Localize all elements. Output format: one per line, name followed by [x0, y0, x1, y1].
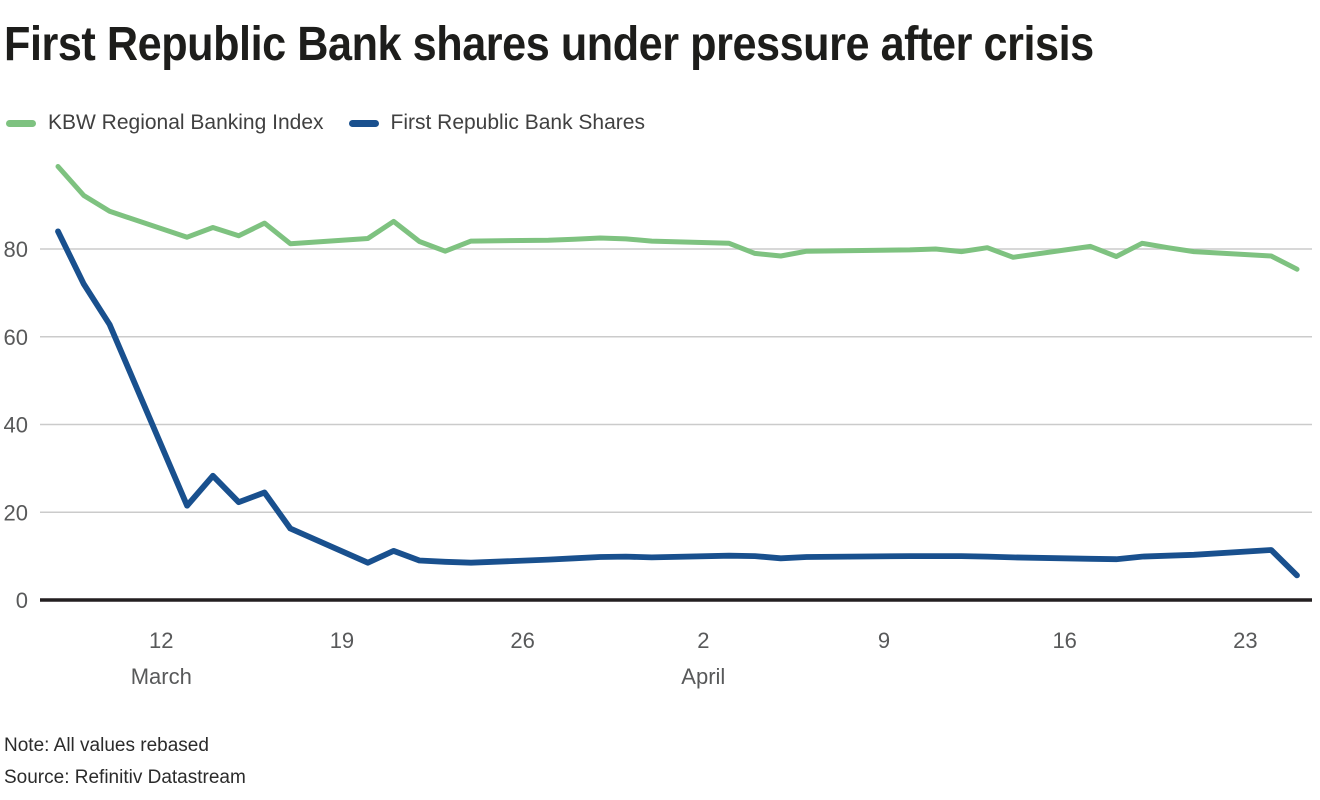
line-chart: 80 60 40 20 0 12 19 26 2 9 16 23 March April: [4, 164, 1312, 689]
x-tick-label-19: 19: [330, 628, 354, 653]
legend-swatch-green-icon: [6, 119, 36, 127]
y-tick-label-60: 60: [4, 325, 28, 350]
x-month-label-march: March: [131, 664, 192, 689]
x-tick-label-12: 12: [149, 628, 173, 653]
legend: KBW Regional Banking Index First Republi…: [6, 111, 645, 135]
x-tick-label-9: 9: [878, 628, 890, 653]
chart-title: First Republic Bank shares under pressur…: [4, 18, 1094, 71]
legend-item-first-republic: First Republic Bank Shares: [348, 111, 645, 135]
y-tick-label-20: 20: [4, 500, 28, 525]
x-tick-label-16: 16: [1052, 628, 1076, 653]
x-month-label-april: April: [681, 664, 725, 689]
y-tick-label-40: 40: [4, 413, 28, 438]
y-tick-label-80: 80: [4, 237, 28, 262]
chart-note: Note: All values rebased: [4, 735, 209, 756]
legend-label-kbw-index: KBW Regional Banking Index: [48, 111, 324, 134]
chart-source: Source: Refinitiv Datastream: [4, 767, 246, 788]
legend-label-first-republic: First Republic Bank Shares: [390, 111, 645, 134]
x-tick-label-23: 23: [1233, 628, 1257, 653]
series-line-kbw-index: [55, 164, 1300, 272]
legend-swatch-blue-icon: [348, 119, 379, 127]
series-line-first-republic: [55, 228, 1300, 579]
x-tick-label-26: 26: [510, 628, 534, 653]
legend-item-kbw-index: KBW Regional Banking Index: [6, 111, 324, 135]
y-tick-label-0: 0: [16, 588, 28, 613]
x-tick-label-2: 2: [697, 628, 709, 653]
